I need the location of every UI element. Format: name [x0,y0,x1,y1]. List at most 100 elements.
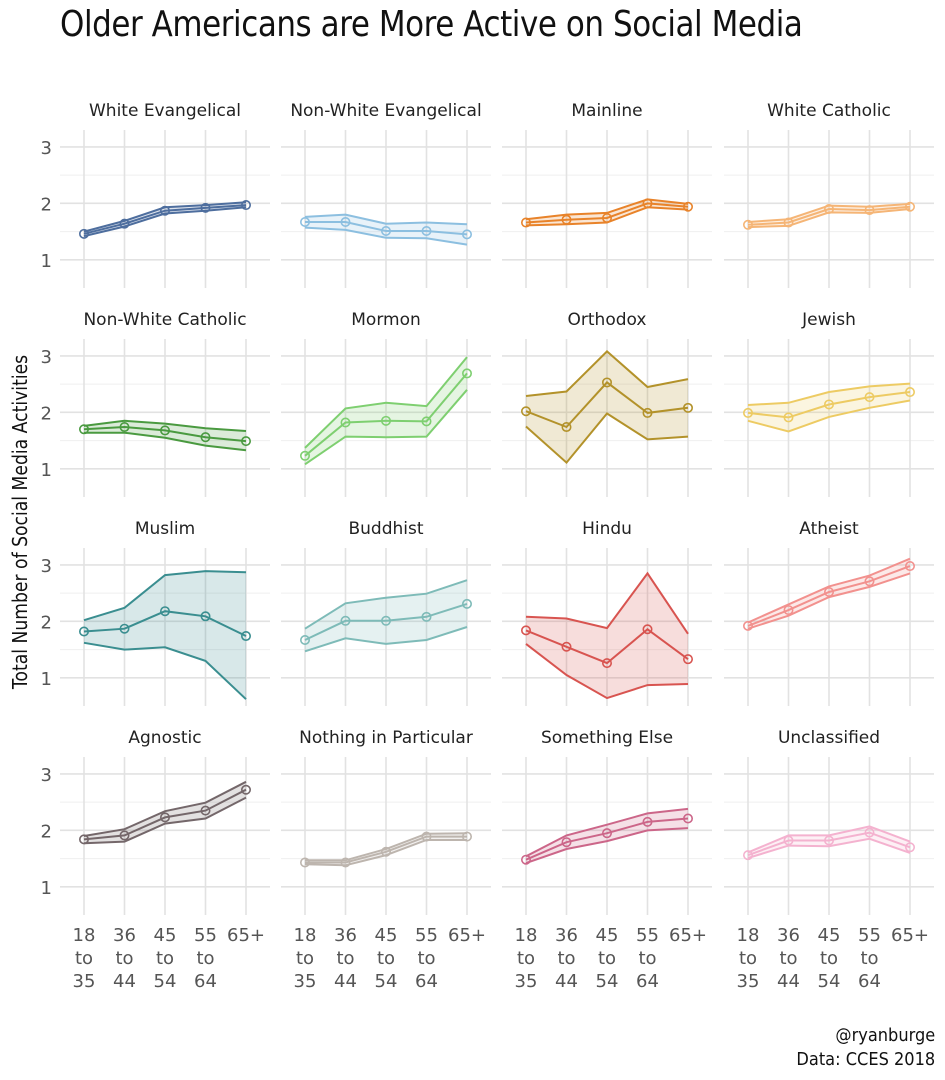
y-tick-label-row1-2: 2 [41,194,52,215]
data-point [823,399,834,410]
data-point [299,634,310,645]
data-point [380,615,391,626]
x-tick-line: 45 [154,925,177,946]
data-point [642,407,653,418]
panel-title: Jewish [801,310,856,330]
panel-title: Orthodox [568,310,647,330]
panel-nothing-in-particular: Nothing in Particular [281,728,491,915]
panel-title: Buddhist [348,519,423,539]
panel-title: White Catholic [767,101,891,121]
data-point [742,620,753,631]
x-tick-label-col3-5: 65+ [669,925,707,946]
mean-line [83,425,247,443]
x-tick-line: to [739,948,757,969]
x-tick-label-col1-5: 65+ [227,925,265,946]
data-point [340,615,351,626]
data-point [904,561,915,572]
ribbon-upper-line [83,201,247,233]
data-point [119,218,130,229]
x-tick-line: 35 [737,971,760,992]
x-tick-line: 54 [818,971,841,992]
panel-unclassified: Unclassified [724,728,934,915]
data-point [864,205,875,216]
x-tick-line: 55 [636,925,659,946]
ribbon-upper-line [525,350,689,397]
x-tick-line: to [779,948,797,969]
mean-line [83,204,247,235]
x-tick-label-col4-2: 36 to 44 [777,925,800,992]
x-tick-label-col2-4: 55 to 64 [415,925,438,992]
x-tick-line: 55 [415,925,438,946]
x-tick-line: 35 [294,971,317,992]
data-point [601,658,612,669]
ribbon-lower-line [747,572,911,630]
confidence-ribbon [748,383,910,432]
x-tick-line: to [820,948,838,969]
ribbon-upper-line [83,419,247,432]
ribbon-upper-line [525,198,689,221]
x-tick-line: 44 [555,971,578,992]
data-point [561,837,572,848]
panel-non-white-evangelical: Non-White Evangelical [281,101,491,288]
ribbon-upper-line [747,557,911,624]
y-tick-label-row1-1: 1 [41,251,52,272]
mean-line [83,788,247,841]
x-tick-label-col1-2: 36 to 44 [113,925,136,992]
x-tick-line: to [860,948,878,969]
ribbon-upper-line [525,807,689,858]
x-tick-line: 55 [858,925,881,946]
x-tick-line: 36 [777,925,800,946]
data-point [783,605,794,616]
ribbon-lower-line [84,431,247,452]
data-point [601,213,612,224]
confidence-ribbon [526,573,688,699]
x-tick-line: to [296,948,314,969]
x-tick-line: 18 [515,925,538,946]
mean-line [747,565,911,627]
y-tick-label-row3-3: 3 [41,556,52,577]
panel-white-evangelical: White Evangelical [60,101,270,288]
ribbon-lower-line [304,389,468,466]
data-point [340,857,351,868]
data-point [160,205,171,216]
data-point [783,412,794,423]
data-point [682,201,693,212]
ribbon-upper-line [525,571,689,635]
x-tick-label-col2-1: 18 to 35 [294,925,317,992]
data-point [79,834,90,845]
x-tick-line: 45 [818,925,841,946]
x-tick-line: 44 [777,971,800,992]
ribbon-lower-line [747,208,911,229]
data-point [682,813,693,824]
ribbon-upper-line [747,825,911,854]
x-tick-label-col4-5: 65+ [891,925,929,946]
x-tick-line: 36 [113,925,136,946]
confidence-ribbon [84,571,246,700]
data-point [461,229,472,240]
data-point [461,831,472,842]
ribbon-upper-line [83,570,247,622]
ribbon-lower-line [525,412,689,465]
y-tick-label-row2-1: 1 [41,460,52,481]
x-tick-line: to [557,948,575,969]
data-point [241,436,252,447]
x-tick-line: 18 [737,925,760,946]
x-tick-line: 18 [73,925,96,946]
x-tick-label-col4-4: 55 to 64 [858,925,881,992]
ribbon-upper-line [747,382,911,406]
y-tick-label-row3-2: 2 [41,612,52,633]
data-point [682,402,693,413]
data-point [864,392,875,403]
panel-mormon: Mormon [281,310,491,497]
x-tick-line: 36 [334,925,357,946]
data-point [421,416,432,427]
mean-line [305,221,468,236]
panel-title: Mainline [571,101,642,121]
ribbon-upper-line [304,356,468,449]
panel-title: Agnostic [128,728,201,748]
ribbon-upper-line [305,832,468,862]
panel-title: Unclassified [778,728,880,748]
caption: @ryanburge Data: CCES 2018 [796,1024,935,1072]
ribbon-lower-line [83,796,247,845]
panel-hindu: Hindu [502,519,712,706]
